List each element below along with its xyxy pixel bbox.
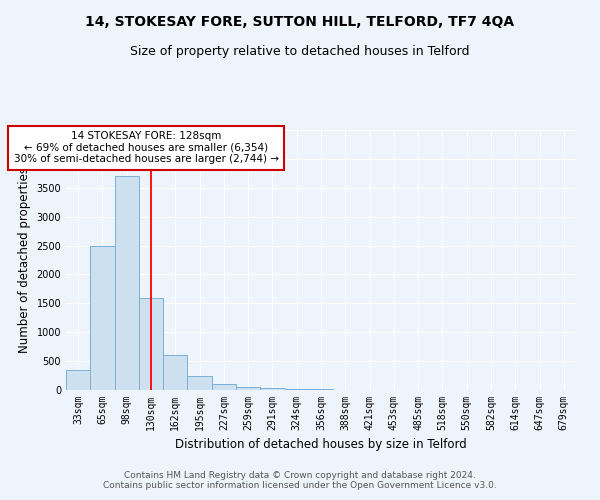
Text: Size of property relative to detached houses in Telford: Size of property relative to detached ho… [130,45,470,58]
X-axis label: Distribution of detached houses by size in Telford: Distribution of detached houses by size … [175,438,467,452]
Bar [284,389,309,390]
Text: Contains HM Land Registry data © Crown copyright and database right 2024.
Contai: Contains HM Land Registry data © Crown c… [103,470,497,490]
Bar [260,388,284,390]
Bar [90,246,115,390]
Y-axis label: Number of detached properties: Number of detached properties [18,167,31,353]
Bar [212,384,236,390]
Text: 14, STOKESAY FORE, SUTTON HILL, TELFORD, TF7 4QA: 14, STOKESAY FORE, SUTTON HILL, TELFORD,… [85,15,515,29]
Bar [236,387,260,390]
Bar [115,176,139,390]
Bar [187,376,212,390]
Bar [163,356,187,390]
Text: 14 STOKESAY FORE: 128sqm
← 69% of detached houses are smaller (6,354)
30% of sem: 14 STOKESAY FORE: 128sqm ← 69% of detach… [14,131,278,164]
Bar [139,298,163,390]
Bar [66,370,90,390]
